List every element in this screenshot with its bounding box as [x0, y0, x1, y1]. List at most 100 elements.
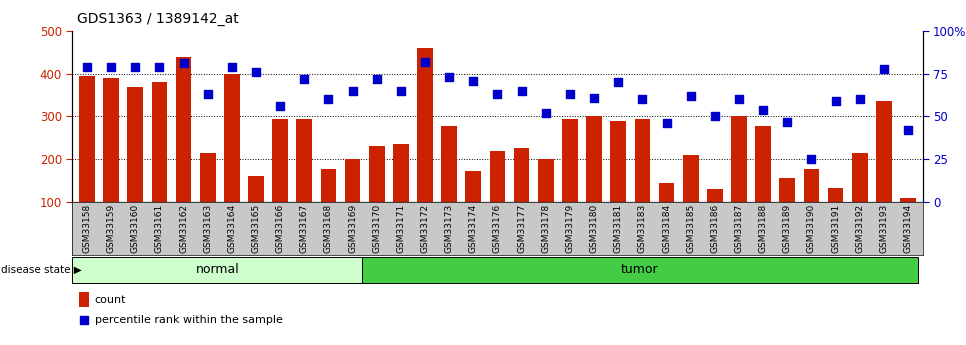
Point — [441, 75, 457, 80]
Point — [804, 156, 819, 162]
Bar — [683, 155, 698, 202]
Point — [562, 91, 578, 97]
Point — [490, 91, 505, 97]
Text: GSM33193: GSM33193 — [879, 204, 889, 253]
Point — [76, 318, 92, 323]
Bar — [200, 153, 215, 202]
Text: GSM33180: GSM33180 — [589, 204, 599, 253]
Text: GSM33158: GSM33158 — [82, 204, 92, 253]
Bar — [393, 144, 409, 202]
Point — [635, 97, 650, 102]
Bar — [103, 78, 119, 202]
Point — [466, 78, 481, 83]
Point — [345, 88, 360, 93]
Point — [611, 80, 626, 85]
Bar — [635, 119, 650, 202]
FancyBboxPatch shape — [362, 257, 918, 283]
Point — [79, 64, 95, 70]
Text: GSM33181: GSM33181 — [613, 204, 623, 253]
Point — [128, 64, 143, 70]
Text: GSM33178: GSM33178 — [541, 204, 551, 253]
Point — [538, 110, 554, 116]
Text: tumor: tumor — [621, 264, 659, 276]
Point — [152, 64, 167, 70]
Text: GSM33186: GSM33186 — [710, 204, 720, 253]
Bar — [586, 117, 602, 202]
Bar — [562, 119, 578, 202]
Text: GSM33190: GSM33190 — [807, 204, 816, 253]
Bar — [852, 153, 867, 202]
Text: GSM33184: GSM33184 — [662, 204, 671, 253]
Bar — [441, 126, 457, 202]
FancyBboxPatch shape — [72, 257, 362, 283]
Point — [852, 97, 867, 102]
Point — [876, 66, 892, 71]
Text: GSM33169: GSM33169 — [348, 204, 357, 253]
Text: GSM33172: GSM33172 — [420, 204, 430, 253]
Bar — [755, 126, 771, 202]
Point — [103, 64, 119, 70]
Text: GSM33177: GSM33177 — [517, 204, 526, 253]
Text: GSM33163: GSM33163 — [203, 204, 213, 253]
Bar — [272, 119, 288, 202]
Bar — [345, 159, 360, 202]
Text: GSM33185: GSM33185 — [686, 204, 696, 253]
Bar — [224, 74, 240, 202]
Point — [586, 95, 602, 100]
Point — [417, 59, 433, 65]
Text: GSM33191: GSM33191 — [831, 204, 840, 253]
Bar — [780, 178, 795, 202]
Text: GSM33165: GSM33165 — [251, 204, 261, 253]
Text: GSM33166: GSM33166 — [275, 204, 285, 253]
Bar — [417, 48, 433, 202]
Text: GSM33168: GSM33168 — [324, 204, 333, 253]
Bar — [611, 121, 626, 202]
Text: GSM33179: GSM33179 — [565, 204, 575, 253]
Bar — [466, 171, 481, 202]
Bar — [321, 168, 336, 202]
Bar — [248, 176, 264, 202]
Point — [755, 107, 771, 112]
Point — [224, 64, 240, 70]
Point — [514, 88, 529, 93]
Text: GSM33176: GSM33176 — [493, 204, 502, 253]
Point — [393, 88, 409, 93]
Bar — [176, 57, 191, 202]
Bar — [369, 146, 384, 202]
Point — [828, 98, 843, 104]
Text: GSM33183: GSM33183 — [638, 204, 647, 253]
Point — [659, 120, 674, 126]
Text: percentile rank within the sample: percentile rank within the sample — [95, 315, 282, 325]
Text: GSM33162: GSM33162 — [179, 204, 188, 253]
Point — [248, 69, 264, 75]
Text: GSM33170: GSM33170 — [372, 204, 382, 253]
Bar — [514, 148, 529, 202]
Bar — [804, 168, 819, 202]
Text: GSM33167: GSM33167 — [299, 204, 309, 253]
Text: GSM33192: GSM33192 — [855, 204, 865, 253]
Text: GSM33161: GSM33161 — [155, 204, 164, 253]
Text: GSM33187: GSM33187 — [734, 204, 744, 253]
Bar — [152, 82, 167, 202]
Text: GSM33173: GSM33173 — [444, 204, 454, 253]
Text: GSM33159: GSM33159 — [106, 204, 116, 253]
Point — [200, 91, 215, 97]
Text: GSM33160: GSM33160 — [130, 204, 140, 253]
Point — [176, 61, 191, 66]
Text: normal: normal — [195, 264, 240, 276]
Bar — [900, 198, 916, 202]
Point — [321, 97, 336, 102]
Point — [780, 119, 795, 124]
Text: GDS1363 / 1389142_at: GDS1363 / 1389142_at — [77, 12, 239, 26]
Point — [297, 76, 312, 82]
Bar — [707, 189, 723, 202]
Point — [683, 93, 698, 99]
Text: disease state ▶: disease state ▶ — [1, 265, 82, 275]
Text: count: count — [95, 295, 127, 305]
Bar — [731, 117, 747, 202]
Text: GSM33188: GSM33188 — [758, 204, 768, 253]
Point — [731, 97, 747, 102]
Text: GSM33189: GSM33189 — [782, 204, 792, 253]
Bar — [297, 119, 312, 202]
Point — [900, 127, 916, 133]
